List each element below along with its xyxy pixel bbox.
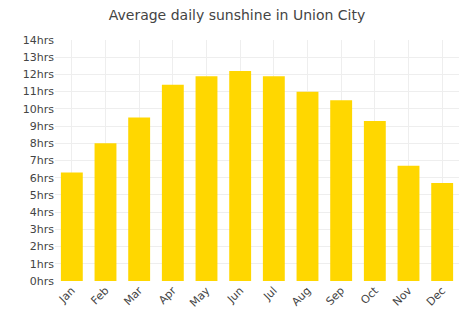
svg-text:Dec: Dec [424,284,448,308]
svg-text:2hrs: 2hrs [30,240,54,253]
svg-text:Mar: Mar [121,284,145,308]
svg-text:3hrs: 3hrs [30,223,54,236]
svg-text:5hrs: 5hrs [30,189,54,202]
svg-text:13hrs: 13hrs [23,51,54,64]
svg-text:Average daily sunshine in Unio: Average daily sunshine in Union City [109,7,366,23]
svg-text:0hrs: 0hrs [30,275,54,288]
svg-text:Apr: Apr [156,284,179,307]
svg-text:7hrs: 7hrs [30,154,54,167]
svg-text:14hrs: 14hrs [23,34,54,47]
svg-text:Feb: Feb [89,284,112,307]
svg-text:12hrs: 12hrs [23,68,54,81]
svg-text:4hrs: 4hrs [30,206,54,219]
svg-text:Jun: Jun [224,284,246,306]
svg-text:10hrs: 10hrs [23,103,54,116]
svg-text:1hrs: 1hrs [30,258,54,271]
svg-text:Jan: Jan [56,284,78,306]
svg-text:Sep: Sep [323,284,347,308]
svg-text:8hrs: 8hrs [30,137,54,150]
svg-text:Oct: Oct [358,284,381,307]
svg-text:9hrs: 9hrs [30,120,54,133]
svg-text:Aug: Aug [289,284,313,308]
svg-text:Jul: Jul [261,284,280,303]
svg-text:Nov: Nov [390,284,415,309]
svg-text:11hrs: 11hrs [23,85,54,98]
svg-text:6hrs: 6hrs [30,172,54,185]
svg-text:May: May [187,284,213,310]
